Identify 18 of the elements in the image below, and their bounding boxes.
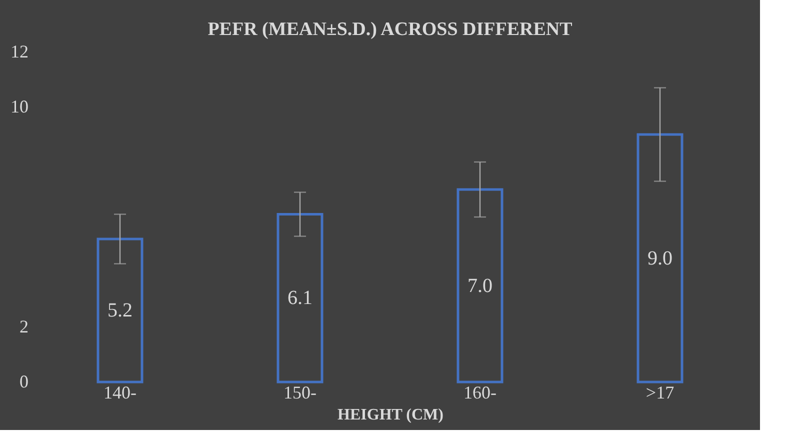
y-tick-label: 10 xyxy=(10,96,28,116)
data-label: 6.1 xyxy=(288,287,312,310)
x-tick-label: >17 xyxy=(646,382,674,402)
data-label: 9.0 xyxy=(648,247,672,270)
data-label: 7.0 xyxy=(468,274,492,297)
y-tick-label: 2 xyxy=(20,316,28,336)
y-tick-label: 0 xyxy=(20,372,28,392)
x-tick-label: 150- xyxy=(284,382,316,402)
y-tick-label: 12 xyxy=(10,42,28,62)
x-tick-label: 160- xyxy=(464,382,496,402)
bar xyxy=(456,188,504,384)
bar xyxy=(276,213,324,384)
x-tick-label: 140- xyxy=(104,382,136,402)
chart-title: PEFR (MEAN±S.D.) ACROSS DIFFERENT xyxy=(208,19,573,40)
bar xyxy=(636,133,684,384)
x-axis-title: HEIGHT (CM) xyxy=(338,406,444,424)
bar xyxy=(96,238,144,384)
data-label: 5.2 xyxy=(108,300,132,322)
